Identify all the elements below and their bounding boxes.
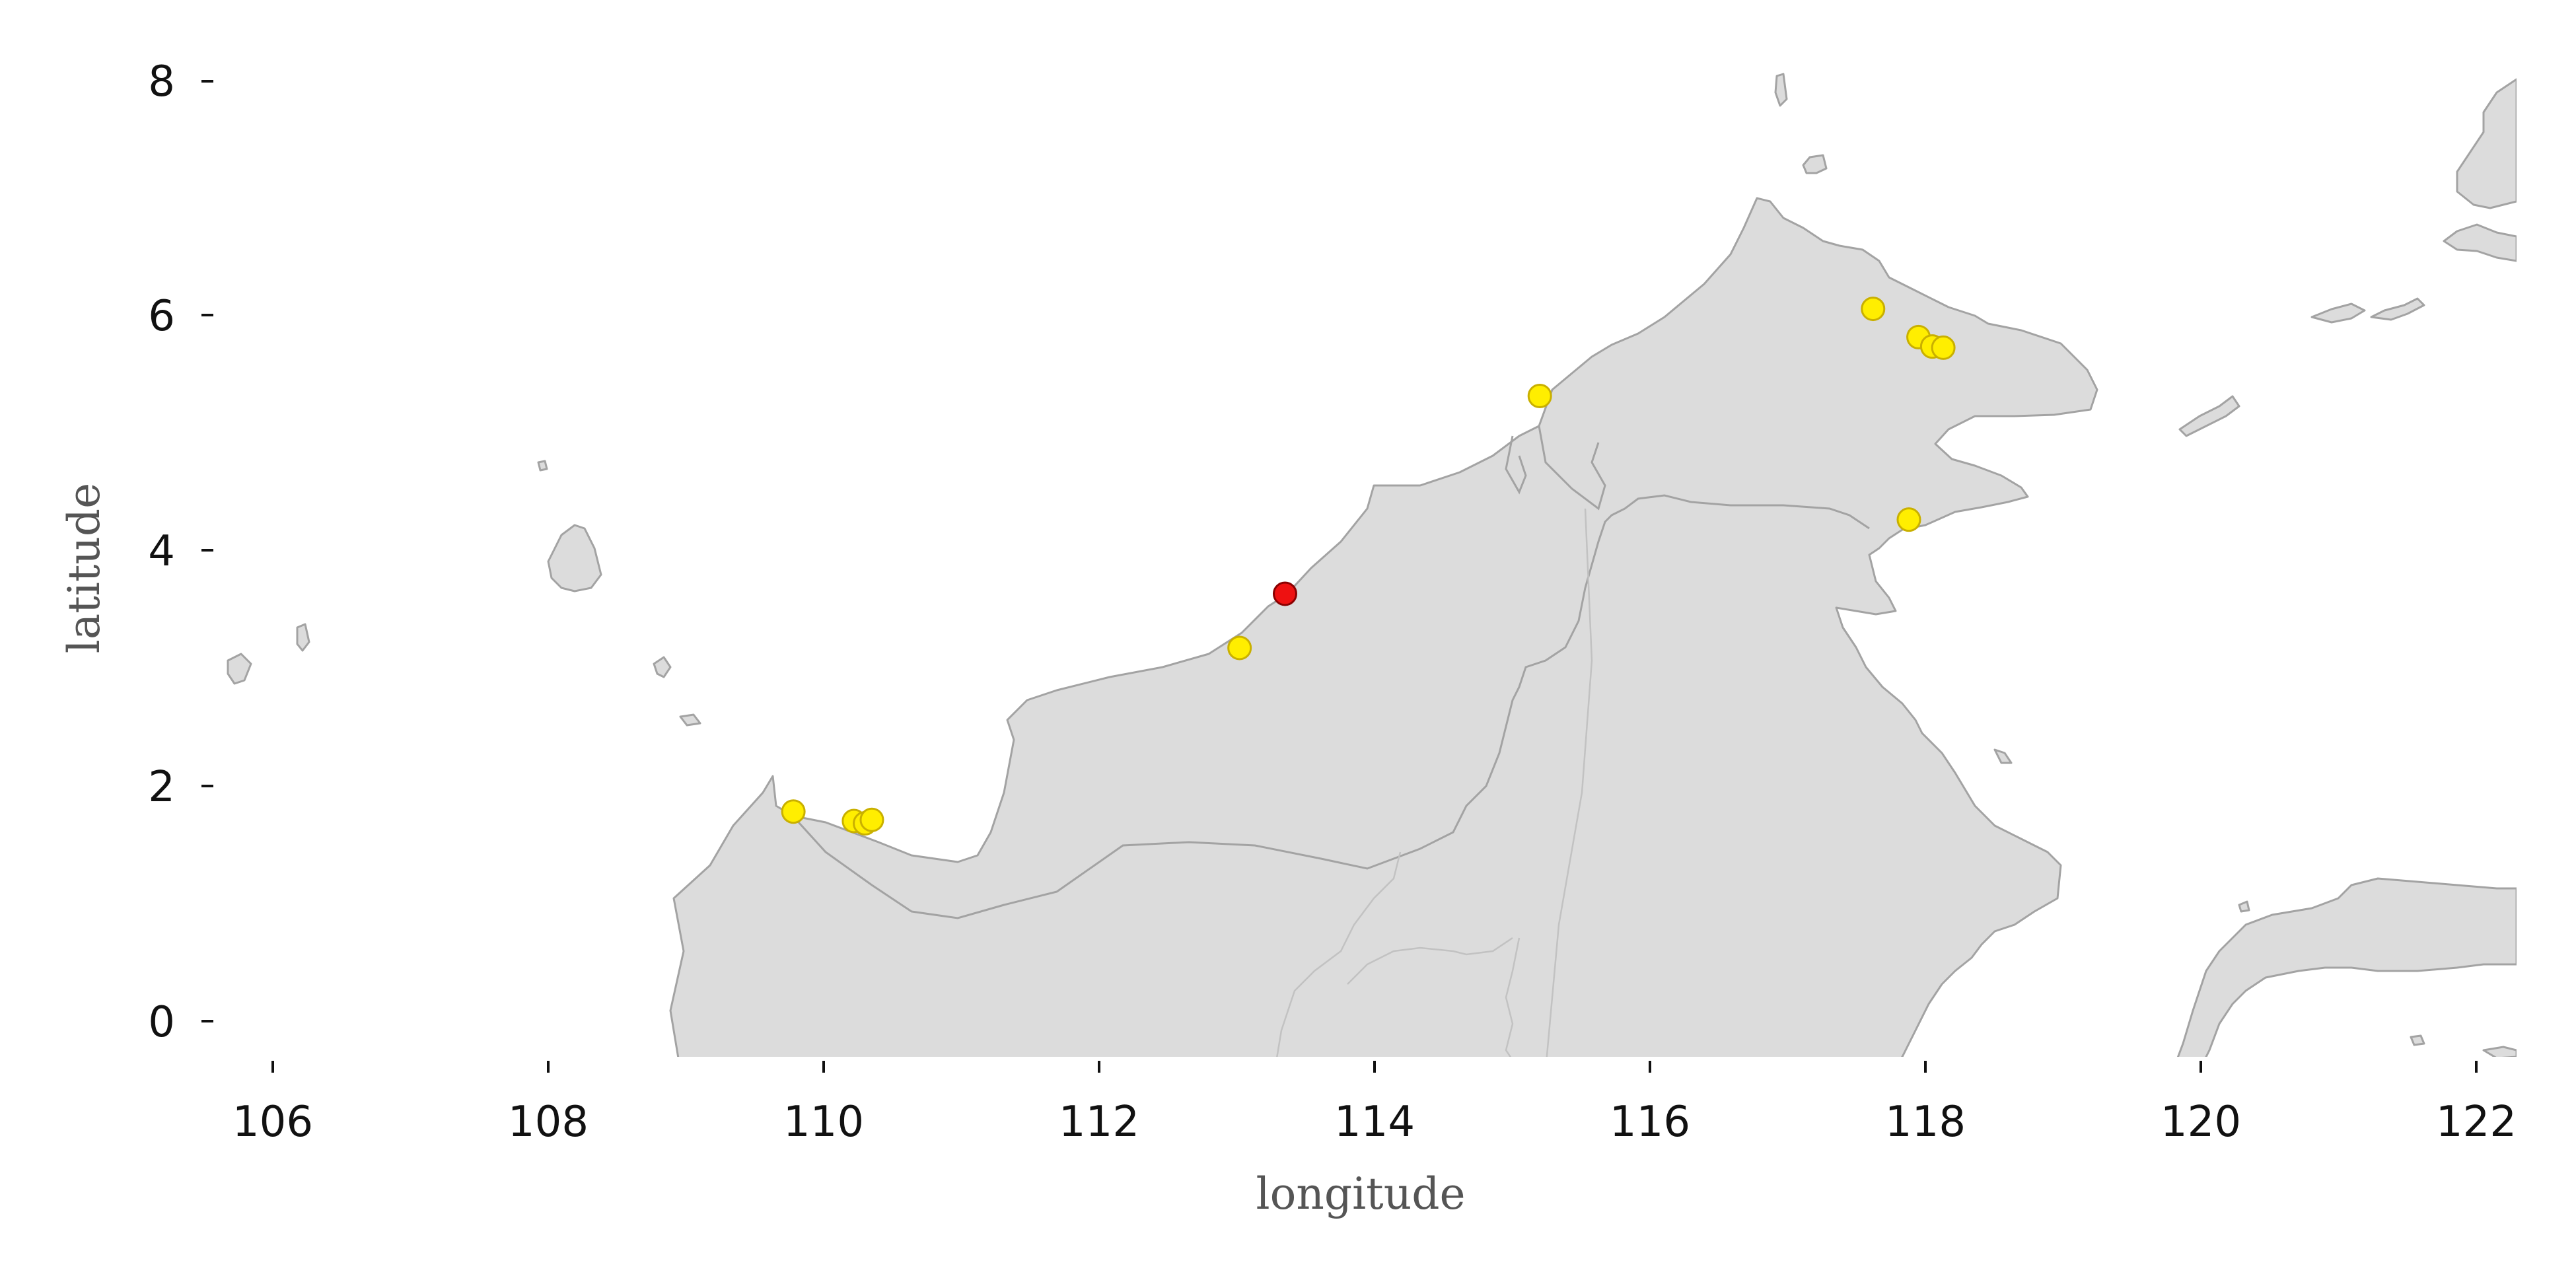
x-tick-label-118: 118 xyxy=(1885,1098,1966,1147)
yellow-point-3 xyxy=(859,807,884,832)
sulu-island-2 xyxy=(2310,303,2366,324)
small-island-c xyxy=(679,713,701,727)
x-tick-label-110: 110 xyxy=(783,1098,864,1147)
small-island-b xyxy=(537,460,548,472)
borneo-landmass xyxy=(669,197,2098,1057)
data-points xyxy=(781,297,1956,836)
yellow-point-0 xyxy=(781,799,806,824)
yellow-point-10 xyxy=(1896,507,1921,532)
natuna-island xyxy=(547,524,602,592)
y-axis: 8 6 4 2 0 xyxy=(148,57,213,1047)
x-tick-label-120: 120 xyxy=(2161,1098,2241,1147)
province-border-2 xyxy=(1347,937,1513,985)
x-axis: 106 108 110 112 114 116 118 120 122 xyxy=(233,1061,2517,1147)
province-border-3 xyxy=(1505,937,1521,1057)
x-tick-label-122: 122 xyxy=(2436,1098,2517,1147)
yellow-point-5 xyxy=(1527,383,1552,408)
sulu-island-1 xyxy=(2178,395,2240,437)
banggi-island xyxy=(1774,73,1788,107)
sulu-island-3 xyxy=(2370,297,2425,321)
anambas-island xyxy=(227,653,252,685)
mindanao-landmass-2 xyxy=(2443,223,2517,262)
x-tick-label-108: 108 xyxy=(508,1098,589,1147)
small-island-g xyxy=(2238,900,2250,913)
y-tick-label-0: 0 xyxy=(148,998,175,1047)
province-border-4 xyxy=(1546,508,1593,1057)
y-tick-label-8: 8 xyxy=(148,57,175,106)
small-island-e xyxy=(2410,1034,2425,1046)
x-tick-label-106: 106 xyxy=(233,1098,313,1147)
yellow-point-9 xyxy=(1931,335,1956,360)
small-island-a xyxy=(296,623,310,652)
balambangan-island xyxy=(1802,154,1828,174)
small-island-f xyxy=(2482,1046,2517,1057)
x-tick-label-116: 116 xyxy=(1610,1098,1690,1147)
basemap xyxy=(227,73,2517,1057)
y-tick-label-4: 4 xyxy=(148,527,175,576)
red-point-0 xyxy=(1272,581,1297,606)
x-tick-label-112: 112 xyxy=(1059,1098,1139,1147)
x-axis-title: longitude xyxy=(1256,1168,1465,1219)
malaysia-indonesia-border xyxy=(791,494,1870,919)
mindanao-landmass xyxy=(2456,78,2517,209)
province-border-1 xyxy=(1276,851,1402,1057)
brunei-border xyxy=(1505,425,1606,511)
tambelan-island xyxy=(653,656,672,678)
small-island-d xyxy=(1993,748,2013,764)
yellow-point-4 xyxy=(1227,635,1252,661)
y-tick-label-2: 2 xyxy=(148,763,175,812)
y-tick-label-6: 6 xyxy=(148,292,175,341)
x-tick-label-114: 114 xyxy=(1334,1098,1415,1147)
sulawesi-landmass xyxy=(2176,877,2517,1057)
y-axis-title: latitude xyxy=(59,483,110,653)
yellow-point-6 xyxy=(1861,297,1886,322)
